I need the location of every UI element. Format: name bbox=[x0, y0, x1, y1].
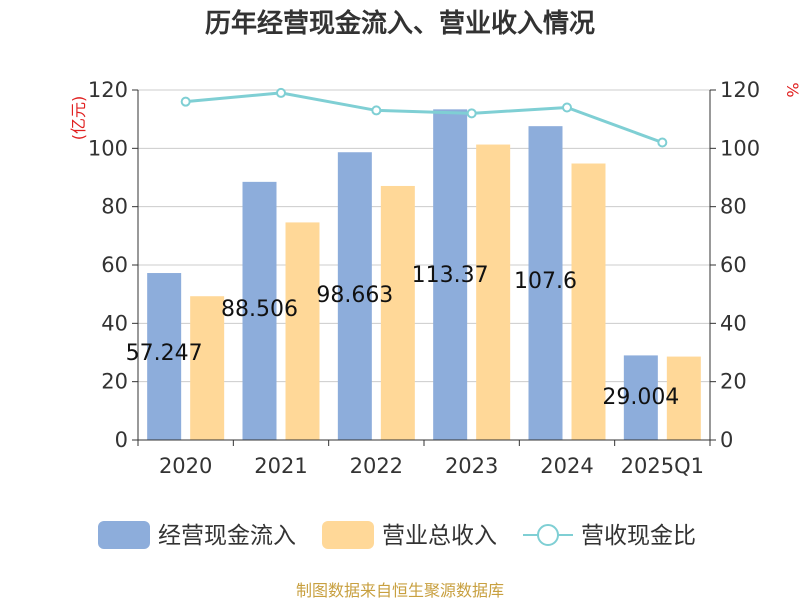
data-labels: 57.247 88.506 98.663 113.37 107.6 29.004 bbox=[126, 263, 680, 410]
revenue-bar bbox=[476, 144, 511, 440]
left-tick-label: 120 bbox=[88, 78, 128, 102]
left-tick-label: 40 bbox=[101, 311, 128, 335]
revenue-bar bbox=[666, 356, 701, 440]
cash-inflow-bar bbox=[147, 273, 182, 440]
left-tick-label: 0 bbox=[115, 428, 128, 452]
revenue-bar bbox=[285, 222, 320, 440]
right-tick-label: 80 bbox=[720, 195, 747, 219]
grid-lines bbox=[138, 89, 710, 383]
right-axis-unit: % bbox=[783, 82, 800, 97]
ratio-point bbox=[276, 87, 286, 98]
legend-label: 营收现金比 bbox=[581, 523, 696, 549]
revenue-bar bbox=[571, 163, 606, 440]
legend-label: 经营现金流入 bbox=[158, 523, 296, 549]
cash-inflow-bar bbox=[242, 181, 277, 441]
revenue-bar bbox=[380, 185, 415, 440]
cash-inflow-bar bbox=[528, 126, 563, 441]
source-note: 制图数据来自恒生聚源数据库 bbox=[296, 581, 504, 600]
x-tick-label: 2022 bbox=[350, 454, 403, 478]
right-tick-label: 60 bbox=[720, 253, 747, 277]
legend-label: 营业总收入 bbox=[382, 523, 497, 549]
left-tick-label: 20 bbox=[101, 370, 128, 394]
left-axis-unit: (亿元) bbox=[69, 96, 88, 141]
ratio-point bbox=[466, 108, 477, 119]
bars bbox=[147, 109, 701, 441]
right-tick-label: 120 bbox=[720, 78, 760, 102]
legend: 经营现金流入 营业总收入 营收现金比 bbox=[98, 521, 696, 549]
cash-inflow-bar bbox=[623, 355, 658, 440]
ratio-point bbox=[562, 102, 572, 113]
ratio-point bbox=[657, 137, 668, 148]
cash-inflow-bar bbox=[433, 109, 468, 441]
data-label: 57.247 bbox=[126, 341, 203, 366]
x-tick-label: 2021 bbox=[254, 454, 307, 478]
chart-title: 历年经营现金流入、营业收入情况 bbox=[205, 8, 595, 39]
cash-inflow-bar bbox=[337, 152, 372, 440]
data-label: 107.6 bbox=[514, 269, 577, 294]
left-tick-label: 60 bbox=[101, 253, 128, 277]
legend-line-marker bbox=[537, 524, 559, 546]
legend-swatch bbox=[322, 521, 374, 549]
ratio-point bbox=[371, 105, 382, 116]
x-tick-label: 2023 bbox=[445, 454, 498, 478]
x-tick-label: 2024 bbox=[540, 454, 593, 478]
revenue-bar bbox=[190, 296, 225, 440]
legend-swatch bbox=[98, 521, 150, 549]
data-label: 88.506 bbox=[221, 297, 298, 322]
ratio-line bbox=[185, 91, 663, 144]
left-tick-label: 100 bbox=[88, 136, 128, 160]
x-tick-label: 2020 bbox=[159, 454, 212, 478]
right-tick-label: 40 bbox=[720, 311, 747, 335]
right-tick-label: 0 bbox=[720, 428, 733, 452]
data-label: 29.004 bbox=[602, 385, 679, 410]
data-label: 113.37 bbox=[412, 263, 489, 288]
ratio-line-group bbox=[180, 87, 668, 148]
right-tick-label: 100 bbox=[720, 136, 760, 160]
right-tick-label: 20 bbox=[720, 370, 747, 394]
x-tick-label: 2025Q1 bbox=[621, 454, 704, 478]
ratio-point bbox=[180, 96, 191, 107]
data-label: 98.663 bbox=[316, 283, 393, 308]
axes: 0 20 40 60 80 100 120 0 20 40 60 80 100 120 2020 2021 20… bbox=[88, 78, 760, 478]
left-tick-label: 80 bbox=[101, 195, 128, 219]
